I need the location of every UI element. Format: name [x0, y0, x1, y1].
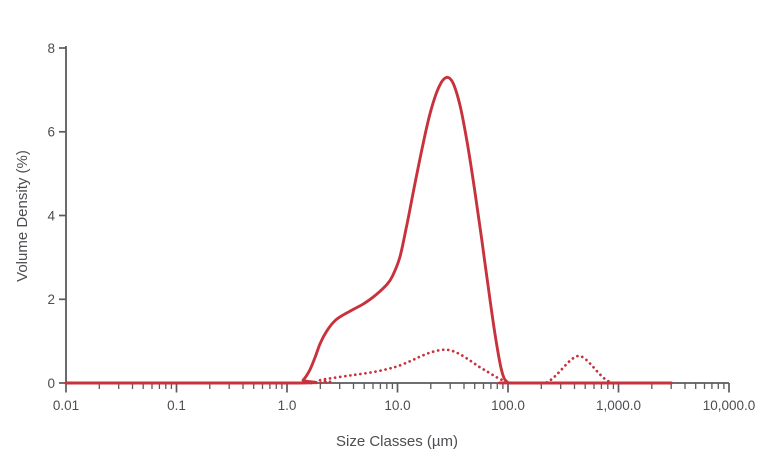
y-axis-title: Volume Density (%) — [14, 150, 31, 282]
x-tick-label: 0.1 — [167, 398, 186, 413]
series-line-volume-density-solid — [64, 75, 673, 385]
x-tick-label: 1.0 — [278, 398, 297, 413]
x-tick-label: 100.0 — [491, 398, 525, 413]
series-line-volume-density-dotted — [64, 348, 673, 385]
axes — [65, 46, 729, 384]
series-lines — [64, 75, 673, 385]
y-tick-label: 6 — [47, 125, 55, 140]
y-tick-label: 8 — [47, 41, 55, 56]
x-tick-label: 1,000.0 — [596, 398, 641, 413]
x-major-ticks — [65, 383, 730, 393]
x-tick-label: 0.01 — [53, 398, 79, 413]
x-tick-labels: 0.01 0.1 1.0 10.0 100.0 1,000.0 10,000.0 — [53, 398, 755, 413]
y-tick-label: 2 — [47, 292, 55, 307]
y-tick-label: 0 — [47, 376, 55, 391]
y-tick-labels: 0 2 4 6 8 — [47, 41, 55, 391]
x-tick-label: 10,000.0 — [703, 398, 756, 413]
y-axis-ticks — [59, 47, 66, 384]
y-tick-label: 4 — [47, 208, 55, 223]
x-axis-title: Size Classes (µm) — [336, 433, 458, 450]
x-tick-label: 10.0 — [384, 398, 410, 413]
